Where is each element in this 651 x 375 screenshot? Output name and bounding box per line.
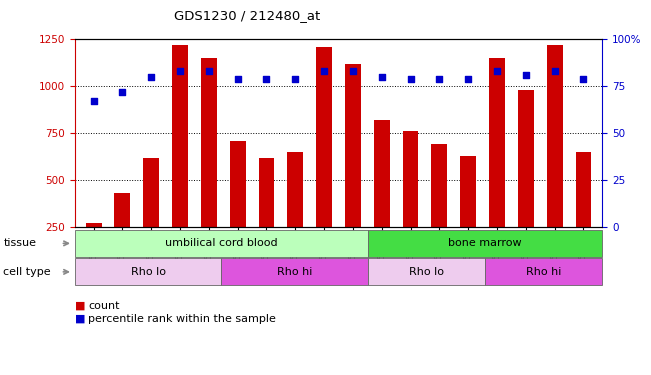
Bar xyxy=(172,45,188,274)
Point xyxy=(492,68,502,74)
Point xyxy=(434,76,445,82)
Point xyxy=(406,76,416,82)
Point xyxy=(463,76,473,82)
Point xyxy=(348,68,358,74)
Bar xyxy=(201,58,217,274)
Bar xyxy=(230,141,245,274)
Bar xyxy=(518,90,534,274)
Point xyxy=(376,74,387,80)
Point xyxy=(146,74,156,80)
Bar xyxy=(86,223,102,274)
Point xyxy=(175,68,186,74)
Bar xyxy=(402,131,419,274)
Bar xyxy=(287,152,303,274)
Bar xyxy=(489,58,505,274)
Text: Rho lo: Rho lo xyxy=(131,267,165,277)
Text: Rho hi: Rho hi xyxy=(277,267,312,277)
Bar xyxy=(547,45,562,274)
Bar xyxy=(258,158,275,274)
Text: ■: ■ xyxy=(75,314,85,324)
Text: bone marrow: bone marrow xyxy=(448,238,522,248)
Point xyxy=(319,68,329,74)
Text: Rho lo: Rho lo xyxy=(409,267,444,277)
Point xyxy=(290,76,301,82)
Text: count: count xyxy=(88,301,119,311)
Point xyxy=(89,98,99,104)
Point xyxy=(578,76,589,82)
Bar xyxy=(115,193,130,274)
Point xyxy=(232,76,243,82)
Bar xyxy=(316,47,332,274)
Bar xyxy=(575,152,591,274)
Text: cell type: cell type xyxy=(3,267,51,277)
Point xyxy=(261,76,271,82)
Point xyxy=(549,68,560,74)
Bar xyxy=(374,120,390,274)
Point xyxy=(521,72,531,78)
Text: umbilical cord blood: umbilical cord blood xyxy=(165,238,278,248)
Text: ■: ■ xyxy=(75,301,85,311)
Bar xyxy=(460,156,476,274)
Text: tissue: tissue xyxy=(3,238,36,248)
Point xyxy=(204,68,214,74)
Text: percentile rank within the sample: percentile rank within the sample xyxy=(88,314,276,324)
Bar xyxy=(345,64,361,274)
Text: Rho hi: Rho hi xyxy=(526,267,561,277)
Text: GDS1230 / 212480_at: GDS1230 / 212480_at xyxy=(174,9,320,22)
Point xyxy=(117,89,128,95)
Bar xyxy=(143,158,159,274)
Bar xyxy=(432,144,447,274)
